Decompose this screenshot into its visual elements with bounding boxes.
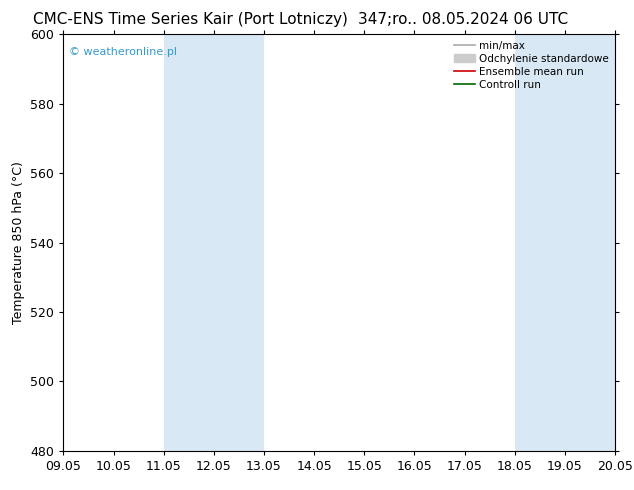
Text: © weatheronline.pl: © weatheronline.pl [69, 47, 177, 57]
Bar [515, 34, 615, 451]
Text: CMC-ENS Time Series Kair (Port Lotniczy): CMC-ENS Time Series Kair (Port Lotniczy) [33, 12, 347, 27]
Bar [164, 34, 264, 451]
Y-axis label: Temperature 850 hPa (°C): Temperature 850 hPa (°C) [12, 161, 25, 324]
Text: 347;ro.. 08.05.2024 06 UTC: 347;ro.. 08.05.2024 06 UTC [358, 12, 568, 27]
Legend: min/max, Odchylenie standardowe, Ensemble mean run, Controll run: min/max, Odchylenie standardowe, Ensembl… [450, 36, 613, 94]
